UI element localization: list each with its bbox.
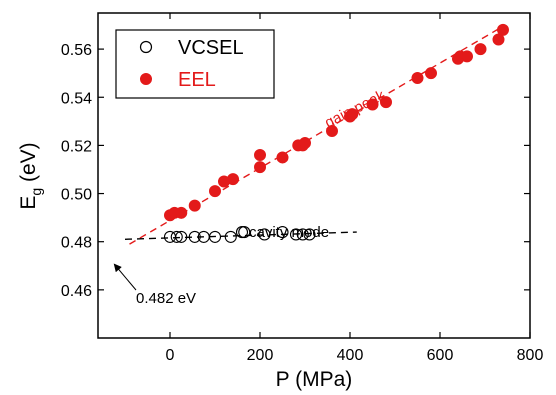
data-point-vcsel	[303, 228, 316, 241]
data-point-eel	[411, 72, 424, 84]
y-axis-title: Eg (eV)	[17, 142, 44, 209]
legend-marker-eel	[140, 73, 152, 85]
annotation-cavity-mode: cavity mode	[249, 224, 329, 241]
data-point-eel	[497, 23, 509, 36]
legend: VCSEL EEL	[115, 29, 275, 99]
x-tick-label: 800	[517, 347, 544, 364]
data-point-eel	[474, 43, 487, 56]
data-point-vcsel	[289, 228, 303, 241]
fit-line-vcsel	[124, 231, 357, 240]
data-point-eel	[461, 50, 473, 63]
data-point-eel	[299, 137, 311, 149]
plot-frame	[97, 12, 531, 339]
annotation-intersection: 0.482 eV	[136, 290, 196, 307]
legend-label-eel: EEL	[178, 69, 216, 91]
data-point-eel	[254, 149, 266, 162]
data-point-vcsel	[276, 226, 289, 239]
data-point-vcsel	[238, 226, 251, 239]
y-tick-label: 0.46	[61, 283, 92, 300]
legend-marker-vcsel	[139, 40, 153, 54]
data-point-eel	[366, 98, 379, 111]
data-point-eel	[209, 185, 221, 198]
y-tick-label: 0.50	[61, 187, 92, 204]
data-point-vcsel	[170, 230, 183, 243]
data-point-eel	[492, 33, 505, 46]
data-point-vcsel	[296, 228, 309, 241]
legend-box	[115, 29, 275, 99]
axis-ticks: 0 200 400 600 800 0.46 0.48 0.50 0.52 0.54 0.56	[61, 13, 544, 364]
y-tick-label: 0.52	[61, 138, 92, 155]
data-point-eel	[425, 67, 437, 80]
data-point-eel	[254, 161, 266, 174]
data-point-vcsel	[163, 230, 177, 243]
data-point-eel	[227, 173, 239, 186]
data-point-vcsel	[175, 230, 188, 243]
y-tick-label: 0.54	[61, 90, 92, 107]
y-axis-title-main: E	[17, 196, 40, 210]
x-tick-label: 200	[247, 347, 274, 364]
data-point-vcsel	[235, 226, 249, 239]
data-point-vcsel	[224, 230, 237, 243]
x-tick-label: 600	[427, 347, 454, 364]
x-axis-title: P (MPa)	[276, 368, 353, 391]
x-tick-label: 0	[166, 347, 175, 364]
y-axis-title-subscript: g	[28, 188, 44, 196]
data-point-eel	[175, 206, 188, 219]
data-point-eel	[188, 199, 201, 212]
data-point-eel	[276, 151, 289, 164]
data-point-vcsel	[258, 228, 271, 241]
data-point-vcsel	[188, 230, 201, 243]
data-point-vcsel	[208, 230, 222, 243]
annotation-arrow	[113, 263, 137, 291]
annotation-gain-peak: gain peak	[322, 87, 388, 132]
y-axis-title-unit: (eV)	[17, 142, 40, 188]
x-tick-label: 400	[337, 347, 364, 364]
y-tick-label: 0.56	[61, 42, 92, 59]
data-point-eel	[326, 124, 338, 137]
legend-label-vcsel: VCSEL	[178, 37, 244, 59]
data-points	[163, 23, 509, 243]
data-point-eel	[346, 108, 359, 121]
y-tick-label: 0.48	[61, 235, 92, 252]
data-point-eel	[380, 96, 392, 109]
